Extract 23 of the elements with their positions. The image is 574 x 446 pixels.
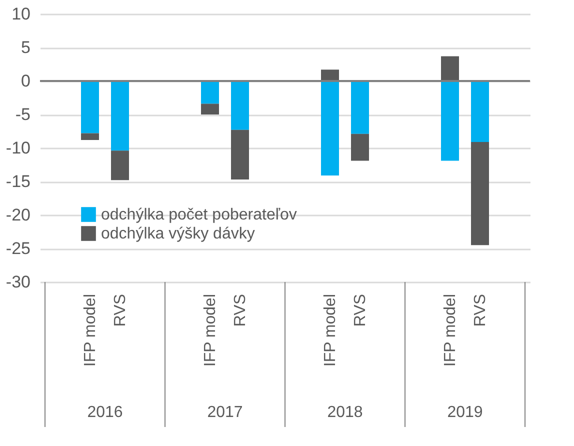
legend-label: odchýlka počet poberateľov: [101, 206, 297, 224]
x-tick-label: RVS: [352, 294, 369, 327]
y-tick-label: 10: [12, 4, 30, 24]
y-tick-label: 0: [21, 72, 30, 90]
y-tick-label: -15: [6, 172, 30, 191]
y-tick-label: 5: [21, 38, 30, 57]
text: 2016: [87, 404, 123, 421]
text: 2017: [207, 404, 243, 421]
y-tick-label: -5: [15, 105, 30, 124]
text: 2019: [447, 404, 483, 421]
x-tick-label: IFP model: [202, 294, 219, 367]
text: 2018: [327, 404, 363, 421]
x-tick-label: IFP model: [82, 294, 99, 367]
x-tick-label: IFP model: [442, 294, 459, 367]
y-tick-label: -30: [6, 272, 30, 292]
x-tick-label: RVS: [472, 294, 489, 327]
x-tick-label: RVS: [112, 294, 129, 327]
y-tick-label: -20: [6, 206, 30, 224]
x-tick-label: RVS: [232, 294, 249, 327]
y-tick-label: -10: [6, 138, 30, 158]
x-tick-label: IFP model: [322, 294, 339, 367]
y-tick-label: -25: [6, 239, 30, 258]
legend-label: odchýlka výšky dávky: [101, 226, 255, 242]
